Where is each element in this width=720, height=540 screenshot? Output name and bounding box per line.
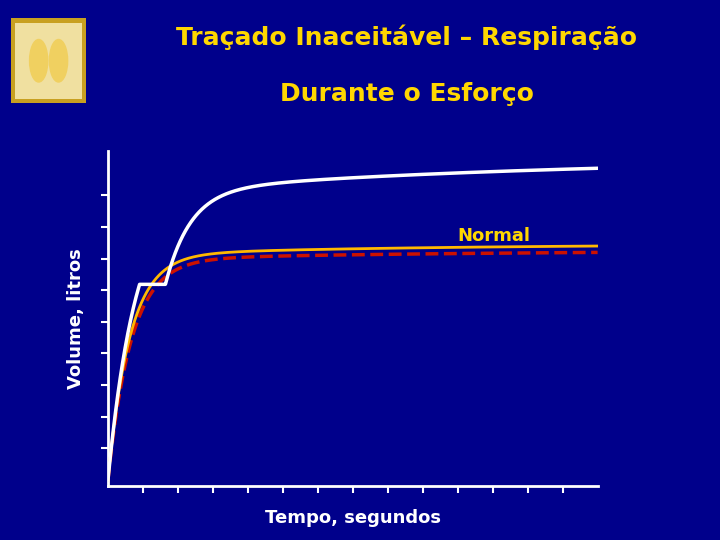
Text: Traçado Inaceitável – Respiração: Traçado Inaceitável – Respiração xyxy=(176,24,637,50)
Text: Durante o Esforço: Durante o Esforço xyxy=(280,82,534,106)
Ellipse shape xyxy=(30,39,48,82)
FancyBboxPatch shape xyxy=(12,18,86,103)
Ellipse shape xyxy=(50,39,68,82)
X-axis label: Tempo, segundos: Tempo, segundos xyxy=(265,509,441,527)
Y-axis label: Volume, litros: Volume, litros xyxy=(67,248,85,389)
FancyBboxPatch shape xyxy=(16,23,82,98)
Text: Normal: Normal xyxy=(458,227,531,246)
